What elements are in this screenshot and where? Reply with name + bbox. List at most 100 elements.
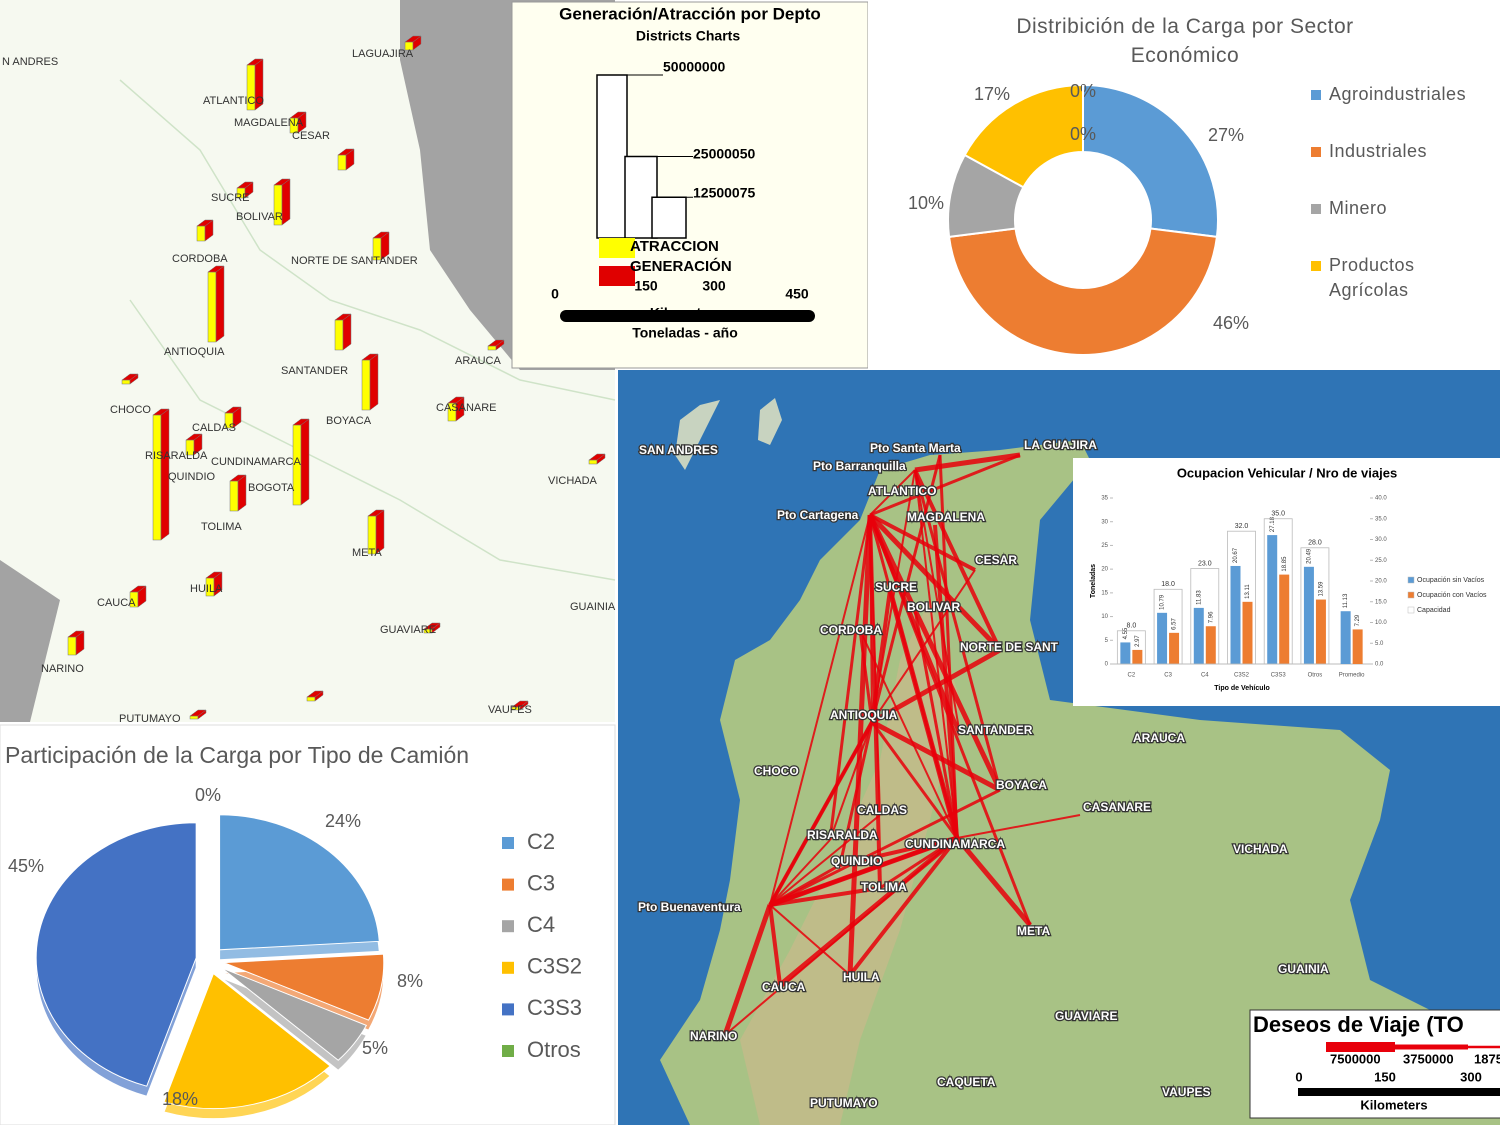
donut-slice xyxy=(1082,83,1219,239)
department-label: NORTE DE SANT xyxy=(960,640,1059,654)
data-label: 8% xyxy=(397,971,423,991)
border-line xyxy=(119,79,616,401)
department-label: N ANDRES xyxy=(2,56,58,68)
symbol-bar xyxy=(67,636,77,656)
department-label: RISARALDA xyxy=(145,450,208,462)
department-label: BOYACA xyxy=(326,415,372,427)
pie-slice xyxy=(221,967,368,1061)
legend-swatch xyxy=(502,1045,514,1057)
desire-line xyxy=(913,469,1002,791)
symbol-bar xyxy=(511,700,529,708)
distance-unit: Kilometers xyxy=(650,305,723,321)
y-tick-label: 30 xyxy=(1101,519,1108,525)
data-label: 18.0 xyxy=(1161,581,1175,588)
symbol-bar xyxy=(423,622,441,630)
ocean-region xyxy=(0,560,60,722)
department-label: CAQUETA xyxy=(937,1075,996,1089)
y-tick-label: 5 xyxy=(1105,638,1109,644)
distance-tick: 0 xyxy=(551,286,559,302)
y2-tick-label: 15.0 xyxy=(1375,599,1387,605)
data-label: 27% xyxy=(1208,125,1244,145)
bar xyxy=(1132,649,1143,664)
y2-tick-label: 35.0 xyxy=(1375,516,1387,522)
department-label: NARINO xyxy=(690,1029,737,1043)
symbol-bar xyxy=(292,418,310,426)
distance-tick: 300 xyxy=(1460,1069,1482,1084)
desire-line xyxy=(769,814,881,906)
department-label: HUILA xyxy=(190,583,223,595)
desire-line xyxy=(869,453,1021,517)
capacity-bar xyxy=(1153,588,1183,665)
legend-swatch xyxy=(502,1003,514,1016)
department-label: QUINDIO xyxy=(168,471,216,483)
department-label: VICHADA xyxy=(548,475,598,487)
data-label: 0% xyxy=(195,785,221,805)
y-tick-label: 0 xyxy=(1105,662,1109,668)
unit-label: Toneladas - año xyxy=(632,325,738,341)
department-label: ARAUCA xyxy=(1133,731,1185,745)
distance-unit: Kilometers xyxy=(1360,1097,1427,1112)
data-label: 23.0 xyxy=(1198,560,1212,567)
x-tick-label: C4 xyxy=(1201,673,1209,679)
desire-line xyxy=(768,904,782,986)
symbol-bar xyxy=(337,148,355,156)
legend-swatch xyxy=(1407,576,1415,584)
data-label: 17% xyxy=(974,84,1010,104)
data-label: 10.79 xyxy=(1160,594,1166,610)
legend-label: Productos Agrícolas xyxy=(1329,255,1415,300)
symbol-bar xyxy=(189,709,207,717)
legend-label: C2 xyxy=(527,829,555,854)
department-label: CALDAS xyxy=(192,422,236,434)
y2-tick-label: 10.0 xyxy=(1375,620,1387,626)
desire-line xyxy=(914,452,1021,473)
department-label: CHOCO xyxy=(754,764,799,778)
data-label: 24% xyxy=(325,811,361,831)
bar xyxy=(1193,607,1204,664)
symbol-bar xyxy=(246,58,264,66)
symbol-bar xyxy=(361,359,371,411)
department-label: ARAUCA xyxy=(455,355,502,367)
desire-legend-box xyxy=(1249,1009,1500,1119)
legend-label: C3S3 xyxy=(527,995,582,1020)
capacity-bar xyxy=(1227,530,1256,665)
symbol-bar xyxy=(207,271,217,343)
y2-tick-label: 0.0 xyxy=(1375,662,1384,668)
symbol-bar xyxy=(289,111,307,119)
symbol-bar xyxy=(224,406,242,414)
data-label: 11.83 xyxy=(1196,590,1202,605)
department-label: TOLIMA xyxy=(201,521,242,533)
department-label: PUTUMAYO xyxy=(810,1096,878,1110)
department-label: Pto Cartagena xyxy=(777,508,859,522)
legend-swatch xyxy=(1311,261,1321,271)
data-label: 45% xyxy=(8,856,44,876)
scale-bar xyxy=(560,310,815,322)
data-label: 4.55 xyxy=(1123,627,1129,639)
legend-swatch xyxy=(502,920,514,933)
symbol-bar xyxy=(196,225,206,242)
department-label: CUNDINAMARCA xyxy=(211,456,302,468)
pie-slice xyxy=(219,814,380,951)
legend-swatch xyxy=(1311,90,1321,100)
department-label: META xyxy=(352,547,382,559)
department-label: CHOCO xyxy=(110,404,151,416)
scale-label: 12500075 xyxy=(693,185,756,201)
y-axis-title: Toneladas xyxy=(1090,564,1097,598)
desire-line xyxy=(838,721,874,866)
island xyxy=(675,400,720,470)
symbol-bar xyxy=(447,396,465,404)
department-label: CESAR xyxy=(975,553,1017,567)
symbol-bar xyxy=(152,414,162,541)
legend-box xyxy=(511,1,869,369)
desire-line xyxy=(722,904,773,1036)
department-label: BOLIVAR xyxy=(236,211,283,223)
bar xyxy=(1267,535,1278,664)
scale-label: 50000000 xyxy=(663,59,726,75)
department-label: GUAINIA xyxy=(1278,962,1329,976)
department-label: SANTANDER xyxy=(958,723,1033,737)
desire-line xyxy=(879,836,958,890)
bar xyxy=(1157,612,1168,664)
legend-label: C3 xyxy=(527,870,555,895)
x-axis-title: Tipo de Vehículo xyxy=(1214,685,1270,692)
scale-bar xyxy=(1298,1088,1500,1096)
symbol-bar xyxy=(281,178,291,226)
